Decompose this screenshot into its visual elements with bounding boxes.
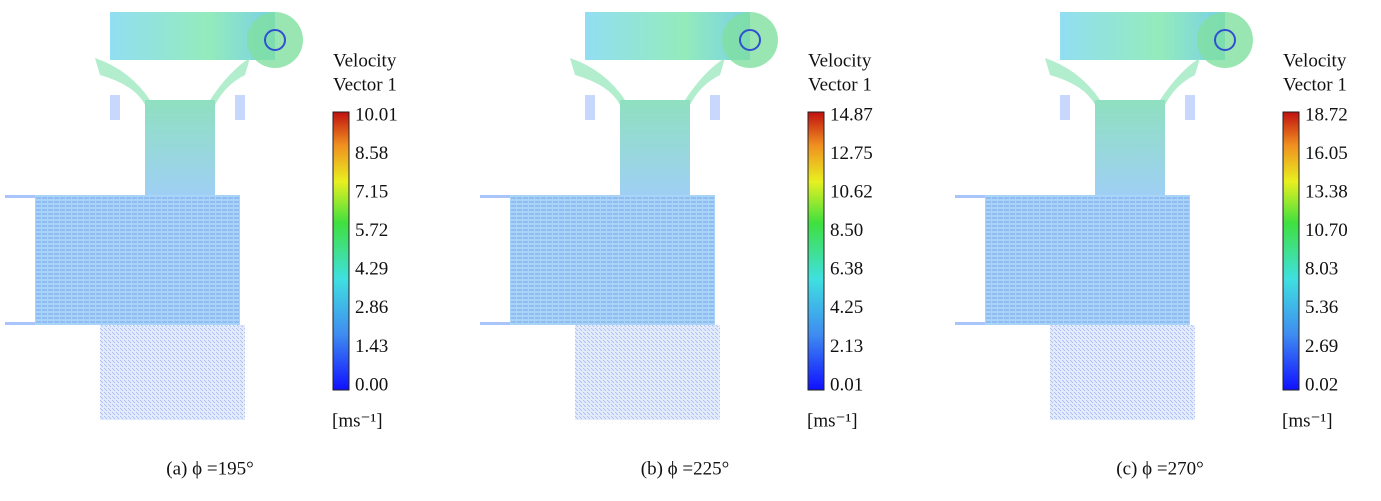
colorbar-tick-label: 8.50 — [830, 220, 863, 241]
unit-label: [ms⁻¹] — [807, 410, 858, 431]
panel: Velocity Vector 1 18.72 16.05 13.38 10.70 8.03… — [954, 11, 1348, 479]
colorbar-tick-label: 10.01 — [355, 104, 398, 125]
colorbar — [332, 111, 350, 391]
colorbar-tick-label: 0.02 — [1305, 374, 1338, 395]
legend-title: Velocity — [1283, 50, 1347, 71]
colorbar-tick-label: 2.13 — [830, 336, 863, 357]
legend-title: Vector 1 — [1283, 74, 1347, 95]
colorbar-tick-label: 10.70 — [1305, 220, 1348, 241]
colorbar-tick-label: 12.75 — [830, 143, 873, 164]
colorbar-tick-label: 10.62 — [830, 182, 873, 203]
colorbar-tick-label: 8.03 — [1305, 259, 1338, 280]
legend-title: Velocity — [808, 50, 872, 71]
caption: (b) ϕ =225° — [641, 458, 729, 479]
legend-title: Vector 1 — [333, 74, 397, 95]
panel: Velocity Vector 1 14.87 12.75 10.62 8.50 6.38 4… — [479, 11, 873, 479]
colorbar-tick-label: 5.72 — [355, 220, 388, 241]
flow-field — [479, 11, 779, 421]
colorbar-tick-label: 7.15 — [355, 182, 388, 203]
caption: (a) ϕ =195° — [166, 458, 253, 479]
colorbar-tick-label: 4.25 — [830, 297, 863, 318]
legend-title: Velocity — [333, 50, 397, 71]
colorbar-tick-label: 16.05 — [1305, 143, 1348, 164]
legend-title: Vector 1 — [808, 74, 872, 95]
colorbar — [1282, 111, 1300, 391]
caption: (c) ϕ =270° — [1116, 458, 1203, 479]
colorbar-tick-label: 0.00 — [355, 374, 388, 395]
colorbar-tick-label: 6.38 — [830, 259, 863, 280]
colorbar-tick-label: 4.29 — [355, 259, 388, 280]
colorbar-tick-label: 13.38 — [1305, 182, 1348, 203]
colorbar-tick-label: 18.72 — [1305, 104, 1348, 125]
colorbar-tick-label: 14.87 — [830, 104, 873, 125]
flow-field — [4, 11, 304, 421]
panel: Velocity Vector 1 10.01 8.58 7.15 5.72 4.29 2.8… — [4, 11, 398, 479]
colorbar-tick-label: 0.01 — [830, 374, 863, 395]
colorbar-tick-label: 8.58 — [355, 143, 388, 164]
unit-label: [ms⁻¹] — [332, 410, 383, 431]
colorbar — [807, 111, 825, 391]
colorbar-tick-label: 1.43 — [355, 336, 388, 357]
flow-field — [954, 11, 1254, 421]
colorbar-tick-label: 5.36 — [1305, 297, 1338, 318]
unit-label: [ms⁻¹] — [1282, 410, 1333, 431]
colorbar-tick-label: 2.69 — [1305, 336, 1338, 357]
colorbar-tick-label: 2.86 — [355, 297, 388, 318]
panels: Velocity Vector 1 10.01 8.58 7.15 5.72 4.29 2.8… — [4, 11, 1348, 479]
